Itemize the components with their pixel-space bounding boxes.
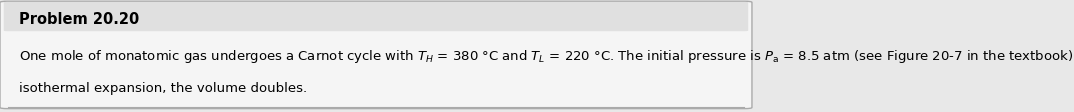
FancyBboxPatch shape — [0, 2, 752, 109]
Text: One mole of monatomic gas undergoes a Carnot cycle with $T_{H}$ = 380 °C and $T_: One mole of monatomic gas undergoes a Ca… — [19, 48, 1074, 64]
Text: Problem 20.20: Problem 20.20 — [19, 12, 139, 27]
Text: isothermal expansion, the volume doubles.: isothermal expansion, the volume doubles… — [19, 81, 307, 94]
FancyBboxPatch shape — [4, 3, 749, 32]
